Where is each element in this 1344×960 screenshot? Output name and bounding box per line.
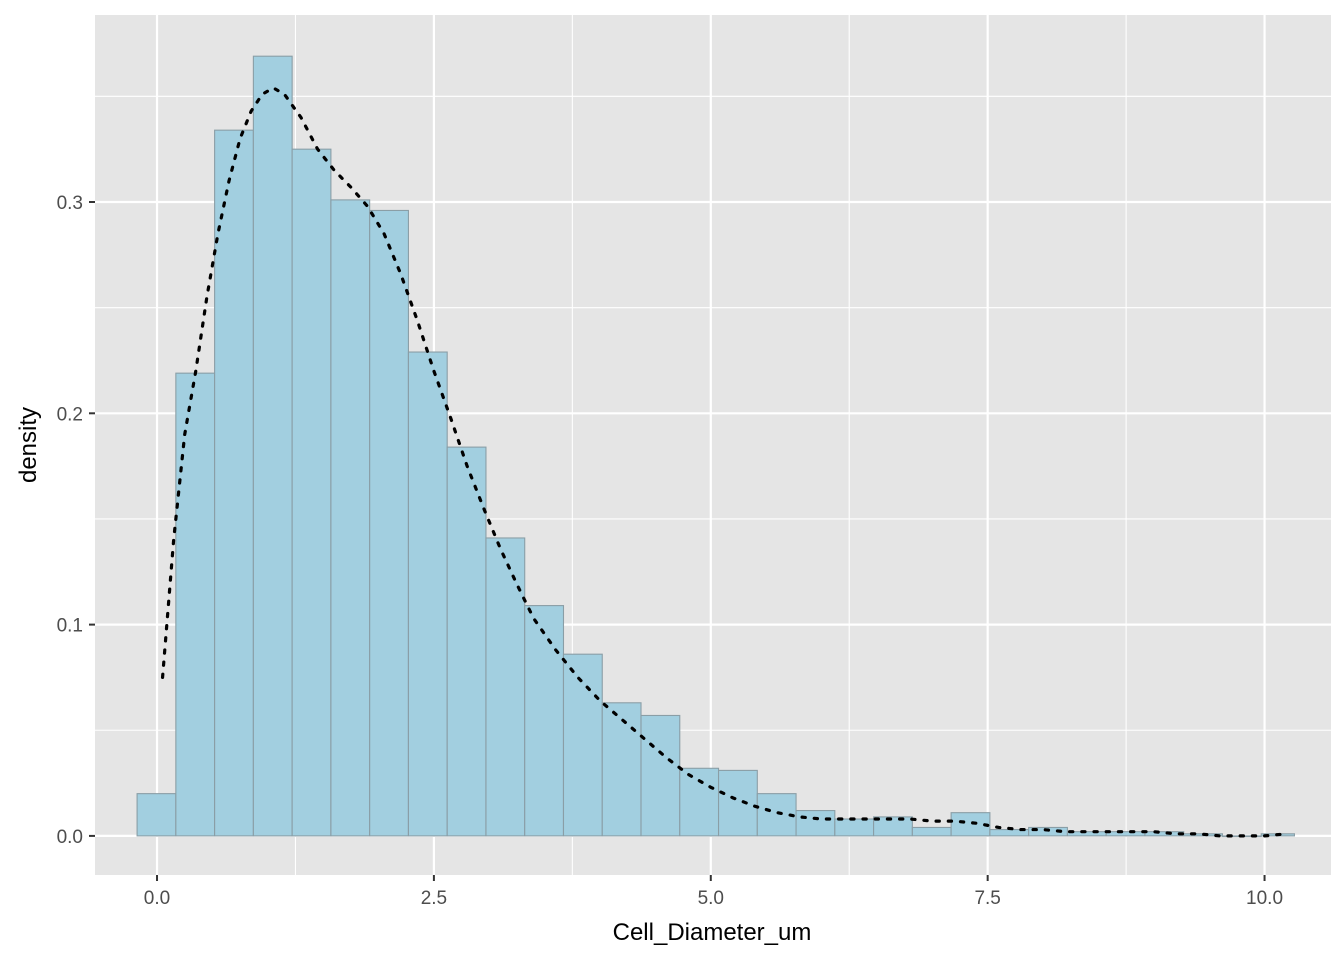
- x-tick-label: 5.0: [698, 888, 724, 909]
- histogram-bar: [679, 767, 720, 837]
- y-tick-label: 0.1: [57, 616, 83, 637]
- x-tick-label: 0.0: [144, 888, 170, 909]
- histogram-bars: [136, 55, 1296, 838]
- histogram-bar: [834, 818, 875, 837]
- histogram-bar: [911, 826, 952, 837]
- histogram-bar: [175, 372, 216, 837]
- histogram-bar: [330, 199, 371, 837]
- histogram-bar: [717, 769, 758, 837]
- histogram-bar: [214, 129, 254, 837]
- y-tick-label: 0.0: [57, 827, 83, 848]
- histogram-bar: [407, 351, 448, 837]
- histogram-bar: [136, 793, 177, 837]
- x-tick-label: 7.5: [974, 888, 1000, 909]
- histogram-bar: [601, 702, 642, 837]
- x-tick-label: 2.5: [421, 888, 447, 909]
- histogram-bar: [950, 812, 991, 837]
- histogram-bar: [1105, 831, 1146, 837]
- histogram-bar: [640, 714, 681, 837]
- histogram-bar: [446, 446, 487, 837]
- histogram-bar: [485, 537, 526, 837]
- y-tick-label: 0.2: [57, 404, 83, 425]
- x-tick-label: 10.0: [1246, 888, 1283, 909]
- histogram-bar: [291, 148, 332, 837]
- x-axis-title: Cell_Diameter_um: [613, 919, 812, 946]
- histogram-bar: [524, 605, 565, 837]
- histogram-bar: [873, 816, 913, 837]
- density-curve: [160, 86, 1289, 838]
- histogram-bar: [369, 209, 409, 837]
- y-axis-ticks: 0.0 0.1 0.2 0.3: [57, 193, 95, 848]
- histogram-bar: [252, 55, 293, 837]
- histogram-bar: [795, 810, 836, 837]
- y-tick-label: 0.3: [57, 193, 83, 214]
- x-axis-ticks: 0.0 2.5 5.0 7.5 10.0: [144, 875, 1283, 909]
- y-axis-title: density: [15, 407, 42, 483]
- histogram-bar: [562, 653, 603, 837]
